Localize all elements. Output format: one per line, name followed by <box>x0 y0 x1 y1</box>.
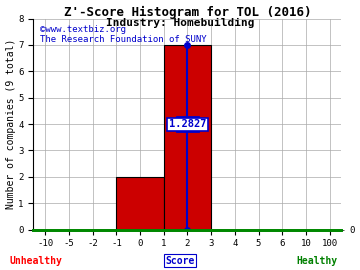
Bar <box>164 45 211 230</box>
Text: Healthy: Healthy <box>296 256 337 266</box>
Text: Industry: Homebuilding: Industry: Homebuilding <box>106 18 254 28</box>
Text: ©www.textbiz.org
The Research Foundation of SUNY: ©www.textbiz.org The Research Foundation… <box>40 25 206 44</box>
Text: Score: Score <box>165 256 195 266</box>
Y-axis label: Number of companies (9 total): Number of companies (9 total) <box>5 39 15 209</box>
Bar <box>116 177 164 229</box>
Title: Z'-Score Histogram for TOL (2016): Z'-Score Histogram for TOL (2016) <box>64 6 311 19</box>
Text: Unhealthy: Unhealthy <box>10 256 62 266</box>
Text: 1.2827: 1.2827 <box>169 119 206 129</box>
